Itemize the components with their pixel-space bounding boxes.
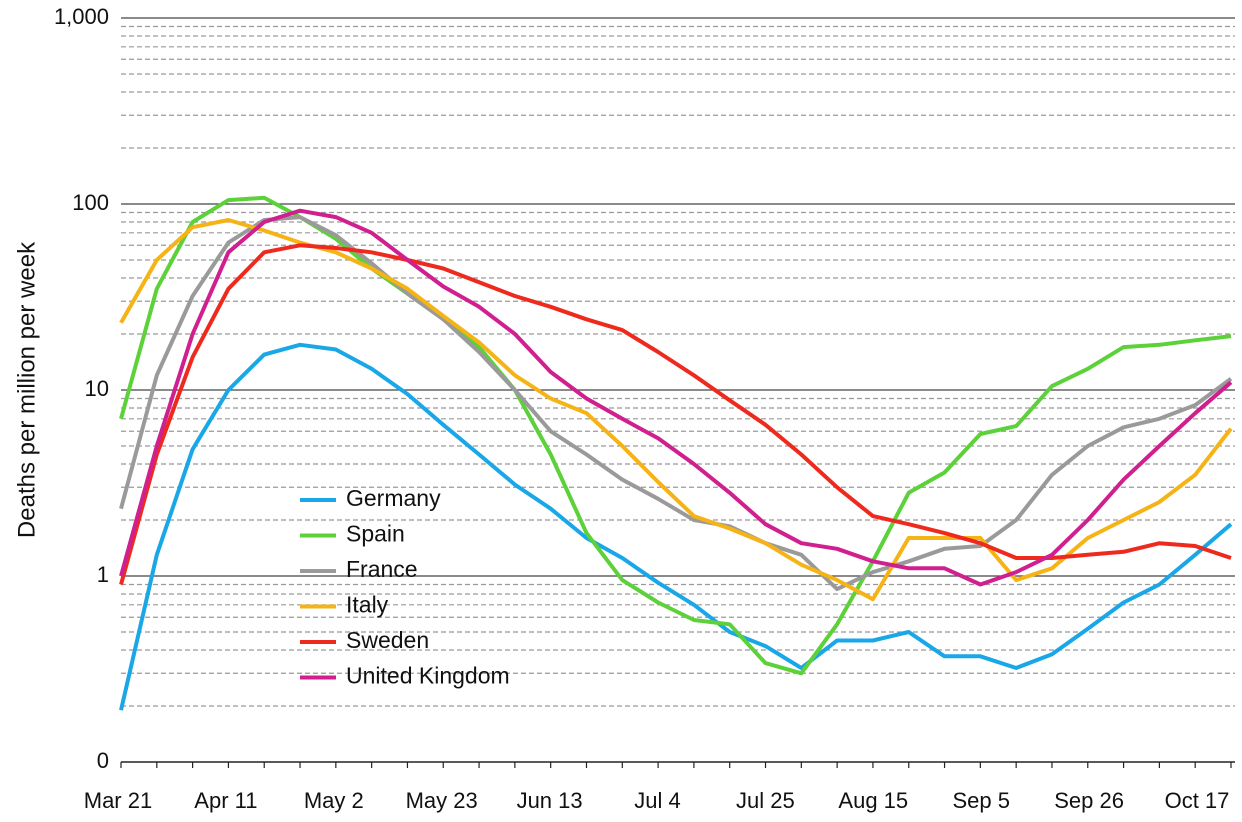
y-tick-label: 0 [97,748,109,773]
x-tick-label: May 2 [304,788,364,813]
y-tick-label: 10 [85,376,109,401]
series-line [119,215,1233,592]
series-line [119,342,1233,711]
x-tick-label: May 23 [406,788,478,813]
y-tick-label: 100 [72,190,109,215]
x-tick-label: Jun 13 [517,788,583,813]
x-tick-label: Jul 25 [736,788,795,813]
legend-label: Spain [346,521,405,547]
x-tick-label: Oct 17 [1165,788,1230,813]
legend-label: Sweden [346,627,429,653]
x-tick-label: Mar 21 [84,788,152,813]
series-line [119,243,1232,586]
x-tick-label: Apr 11 [194,788,257,813]
series-line [119,208,1233,587]
x-tick-label: Sep 5 [952,788,1010,813]
legend-label: United Kingdom [346,663,510,689]
x-tick-label: Jul 4 [634,788,680,813]
y-tick-label: 1 [97,562,109,587]
legend-label: Germany [346,485,441,511]
x-tick-label: Sep 26 [1054,788,1124,813]
legend-label: Italy [346,592,389,618]
legend-label: France [346,556,418,582]
y-axis-label: Deaths per million per week [13,241,40,538]
x-tick-label: Aug 15 [838,788,908,813]
series-line [119,195,1232,676]
y-tick-label: 1,000 [54,4,109,29]
